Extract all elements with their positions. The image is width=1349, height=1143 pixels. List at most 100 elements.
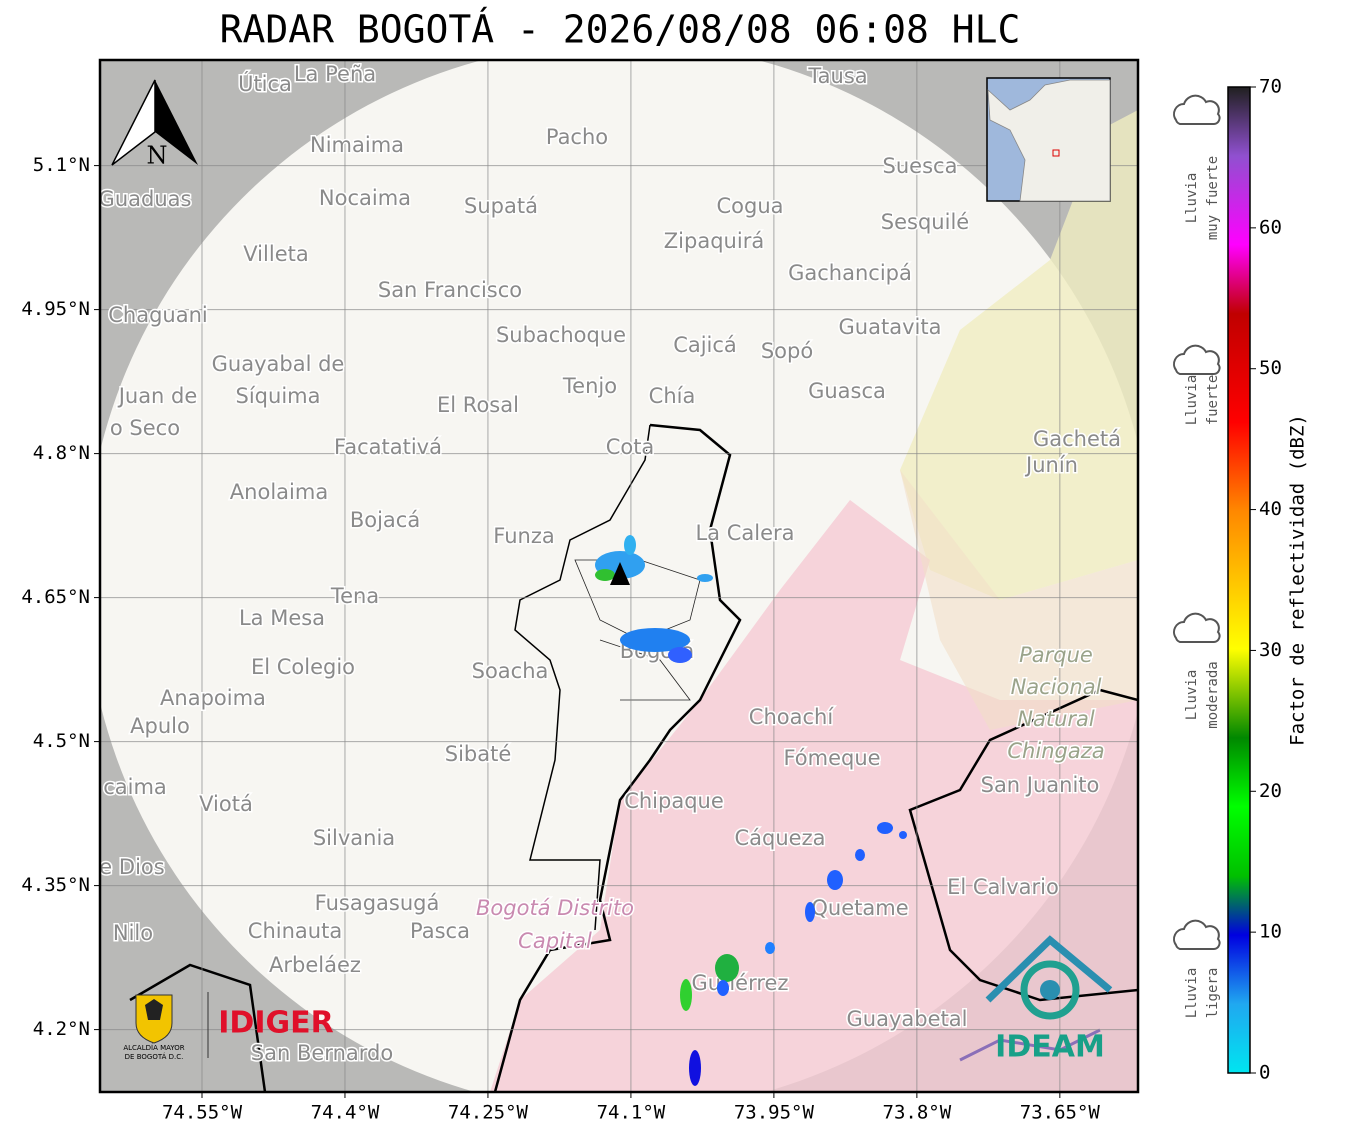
rain-category-label: fuerte [1205, 375, 1221, 426]
place-label: Gachancipá [788, 261, 912, 285]
place-label: Útica [238, 71, 292, 96]
region-yellow [900, 110, 1138, 600]
place-label: Cogua [716, 194, 783, 218]
x-tick-label: 73.8°W [883, 1102, 952, 1124]
place-label: Villeta [243, 242, 308, 266]
place-label: Quetame [811, 896, 908, 920]
weather-icon [1173, 344, 1221, 375]
logo-ideam-text: IDEAM [995, 1030, 1105, 1065]
place-label: Nocaima [319, 186, 411, 210]
place-label: Nimaima [310, 133, 404, 157]
y-tick-label: 4.95°N [21, 298, 90, 320]
place-label: Gutiérrez [692, 971, 789, 995]
colorbar-tick-label: 70 [1259, 76, 1282, 98]
river [959, 1028, 1101, 1062]
x-tick-label: 73.95°W [734, 1102, 815, 1124]
place-label: Cajicá [673, 333, 737, 357]
place-label: Natural [1017, 707, 1095, 731]
colorbar-label: Factor de reflectividad (dBZ) [1287, 414, 1309, 746]
region-pink [490, 500, 1138, 1092]
boundary [514, 424, 651, 931]
logo-ideam: IDEAM [985, 935, 1113, 1065]
rain-category-label: ligera [1205, 968, 1221, 1019]
place-label: Choachí [749, 705, 835, 729]
x-tick-label: 74.1°W [597, 1102, 666, 1124]
place-label: Sesquilé [881, 210, 969, 234]
boundary [493, 423, 742, 1092]
map-frame [98, 58, 1140, 1094]
place-label: El Rosal [437, 393, 519, 417]
place-label: Fusagasugá [315, 891, 440, 915]
place-label: El Calvario [947, 875, 1059, 899]
place-label: Apulo [130, 714, 190, 738]
place-label: Parque [1019, 643, 1093, 667]
rain-category-label: Lluvia [1184, 173, 1200, 224]
colorbar-tick-label: 20 [1259, 780, 1282, 802]
weather-icon [1173, 919, 1221, 950]
place-label: Guatavita [839, 315, 942, 339]
y-tick-label: 5.1°N [33, 154, 90, 176]
x-tick-label: 73.65°W [1020, 1102, 1101, 1124]
place-label: Anapoima [160, 686, 266, 710]
rain-category-label: muy fuerte [1205, 156, 1221, 240]
logo-alcaldia: ALCALDÍA MAYOR DE BOGOTÁ D.C. IDIGER [123, 992, 334, 1061]
rain-category-label: Lluvia [1184, 375, 1200, 426]
weather-icon [1173, 612, 1221, 643]
y-tick-label: 4.2°N [33, 1018, 90, 1040]
place-label: Silvania [313, 826, 395, 850]
x-tick-label: 74.55°W [162, 1102, 243, 1124]
rain-category-label: Lluvia [1184, 968, 1200, 1019]
colorbar-tick-label: 0 [1259, 1062, 1270, 1084]
rain-category-label: moderada [1205, 661, 1221, 728]
place-label: Facatativá [334, 435, 442, 459]
place-label: Bojacá [350, 508, 420, 532]
colorbar-tick-label: 10 [1259, 921, 1282, 943]
rain-category-label: Lluvia [1184, 670, 1200, 721]
logo-idiger: IDIGER [218, 1006, 333, 1041]
place-label: Capital [518, 929, 592, 953]
place-label: Juan de [117, 384, 198, 408]
logo-text: ALCALDÍA MAYOR [123, 1043, 184, 1052]
place-label: Soacha [472, 659, 549, 683]
boundary [908, 688, 1138, 1002]
colorbar-tick-label: 50 [1259, 357, 1282, 379]
place-label: Chía [649, 384, 696, 408]
north-label: N [147, 142, 168, 170]
place-label: Subachoque [496, 323, 626, 347]
place-label: Guaduas [99, 187, 192, 211]
place-label: Suesca [883, 154, 958, 178]
place-label: Anolaima [230, 480, 328, 504]
place-label: Junín [1024, 453, 1078, 477]
radar-site [610, 562, 630, 585]
place-label: El Colegio [251, 655, 355, 679]
place-label: Viotá [199, 792, 253, 816]
place-label: Arbeláez [269, 953, 361, 977]
place-label: Chipaque [624, 789, 724, 813]
place-label: Sopó [761, 339, 813, 363]
place-label: Tenjo [562, 374, 617, 398]
place-label: La Peña [294, 62, 376, 86]
place-label: Guayabal de [212, 352, 345, 376]
place-label: Chingaza [1007, 739, 1104, 763]
place-label: San Bernardo [251, 1041, 393, 1065]
radar-echoes [595, 535, 907, 1086]
place-label: Supatá [464, 194, 538, 218]
y-tick-label: 4.65°N [21, 586, 90, 608]
place-label: Funza [493, 524, 554, 548]
place-label: Chinauta [248, 919, 342, 943]
place-label: Cáqueza [735, 826, 826, 850]
place-label: Fómeque [783, 746, 880, 770]
place-label: caima [103, 775, 167, 799]
graticule [100, 60, 1138, 1092]
colorbar-tick-label: 30 [1259, 639, 1282, 661]
boundary [129, 963, 267, 1092]
place-label: Pacho [546, 125, 608, 149]
place-label: Guasca [808, 379, 886, 403]
rain-categories: Lluvia muy fuerte Lluvia fuerte Lluvia modera… [1173, 94, 1221, 1019]
place-label: Tena [330, 584, 379, 608]
north-arrow: N [111, 79, 198, 170]
place-label: Zipaquirá [664, 229, 764, 253]
region-tan [900, 470, 1138, 730]
place-label: Cota [606, 435, 655, 459]
